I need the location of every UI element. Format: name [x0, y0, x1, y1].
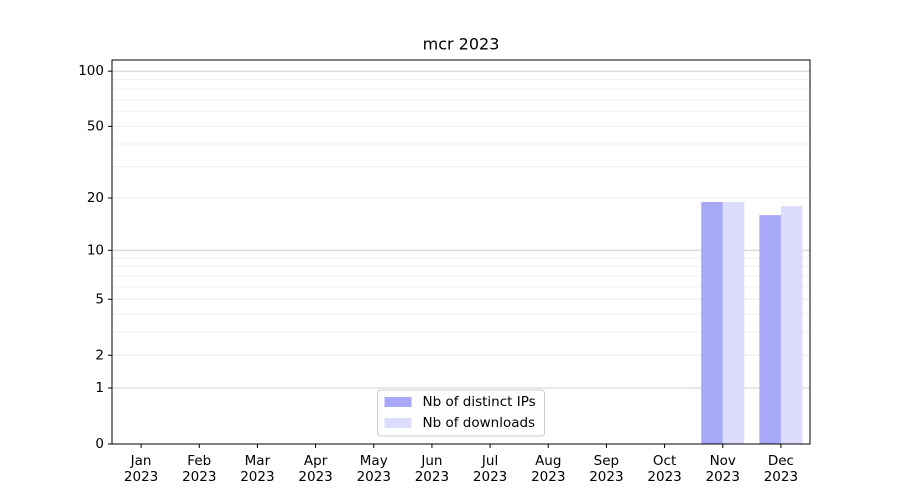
- x-tick-label: Jun 2023: [414, 453, 450, 485]
- bar: [759, 215, 781, 444]
- y-tick-label: 10: [87, 242, 104, 258]
- legend-label: Nb of distinct IPs: [423, 394, 536, 410]
- chart-title: mcr 2023: [423, 35, 500, 54]
- x-tick-label: Sep 2023: [589, 453, 624, 485]
- y-tick-label: 0: [95, 436, 104, 452]
- y-tick-label: 100: [78, 63, 104, 79]
- y-tick-label: 20: [87, 190, 104, 206]
- x-tick-label: Mar 2023: [240, 453, 275, 485]
- legend-swatch: [384, 418, 412, 428]
- y-tick-label: 1: [95, 380, 104, 396]
- legend-swatch: [384, 397, 412, 407]
- y-tick-label: 50: [87, 118, 104, 134]
- x-tick-label: May 2023: [356, 453, 391, 485]
- x-tick-label: Nov 2023: [705, 453, 740, 485]
- x-tick-label: Feb 2023: [182, 453, 217, 485]
- bar: [701, 202, 723, 444]
- bar: [780, 206, 803, 444]
- axes-frame: [111, 59, 811, 445]
- y-tick-label: 5: [95, 291, 104, 307]
- x-tick-label: Aug 2023: [531, 453, 566, 485]
- bar: [722, 202, 745, 444]
- legend-box: [377, 389, 545, 437]
- x-tick-label: Oct 2023: [647, 453, 682, 485]
- legend-label: Nb of downloads: [423, 415, 536, 431]
- x-tick-label: Jul 2023: [472, 453, 508, 485]
- legend: Nb of distinct IPs Nb of downloads: [377, 389, 545, 437]
- x-tick-label: Apr 2023: [298, 453, 333, 485]
- y-tick-label: 2: [95, 347, 104, 363]
- x-tick-label: Jan 2023: [123, 453, 159, 485]
- x-tick-label: Dec 2023: [763, 453, 799, 485]
